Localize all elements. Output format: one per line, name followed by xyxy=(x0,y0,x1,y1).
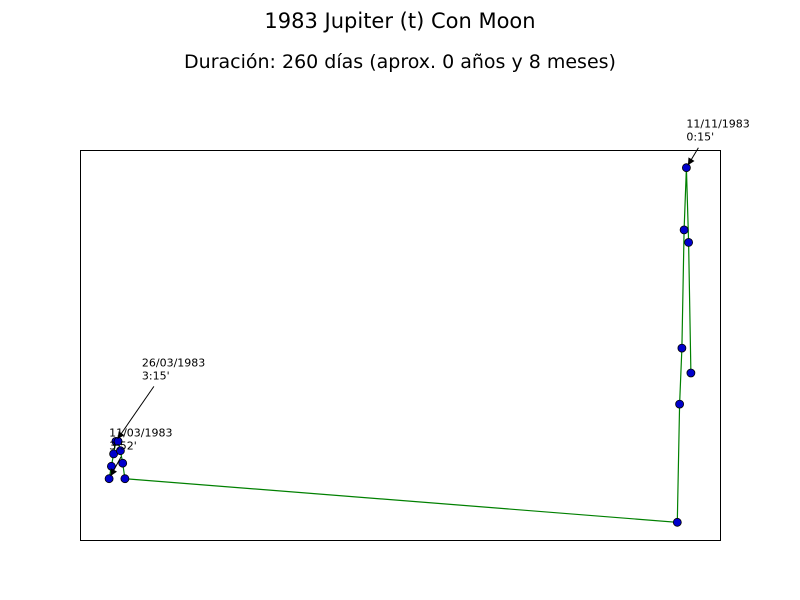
annotation-separation-2: 0:15' xyxy=(686,131,714,144)
data-point-10 xyxy=(677,343,687,353)
annotation-arrow-1 xyxy=(117,386,155,440)
data-point-8 xyxy=(672,517,682,527)
annotation-separation-0: 3:52' xyxy=(109,440,137,453)
data-point-5 xyxy=(116,446,125,456)
annotation-date-0: 11/03/1983 xyxy=(109,427,172,440)
annotation-separation-1: 3:15' xyxy=(142,369,170,382)
data-point-9 xyxy=(675,399,684,409)
data-point-7 xyxy=(120,474,130,484)
plot-frame xyxy=(80,150,721,541)
data-point-6 xyxy=(118,458,128,468)
data-point-12 xyxy=(682,163,691,173)
data-point-11 xyxy=(679,225,689,235)
chart-subtitle: Duración: 260 días (aprox. 0 años y 8 me… xyxy=(184,51,616,73)
series-layer xyxy=(104,163,696,527)
annotation-date-2: 11/11/1983 xyxy=(686,118,749,131)
series-line xyxy=(108,167,692,523)
annotation-date-1: 26/03/1983 xyxy=(142,356,205,369)
annotation-arrowhead-2 xyxy=(687,157,695,166)
annotation-arrowhead-1 xyxy=(117,431,125,439)
chart-title: 1983 Jupiter (t) Con Moon xyxy=(264,9,536,33)
data-point-13 xyxy=(684,237,693,247)
data-point-14 xyxy=(686,368,696,378)
data-point-0 xyxy=(104,474,114,484)
annotation-arrowhead-0 xyxy=(110,468,117,477)
